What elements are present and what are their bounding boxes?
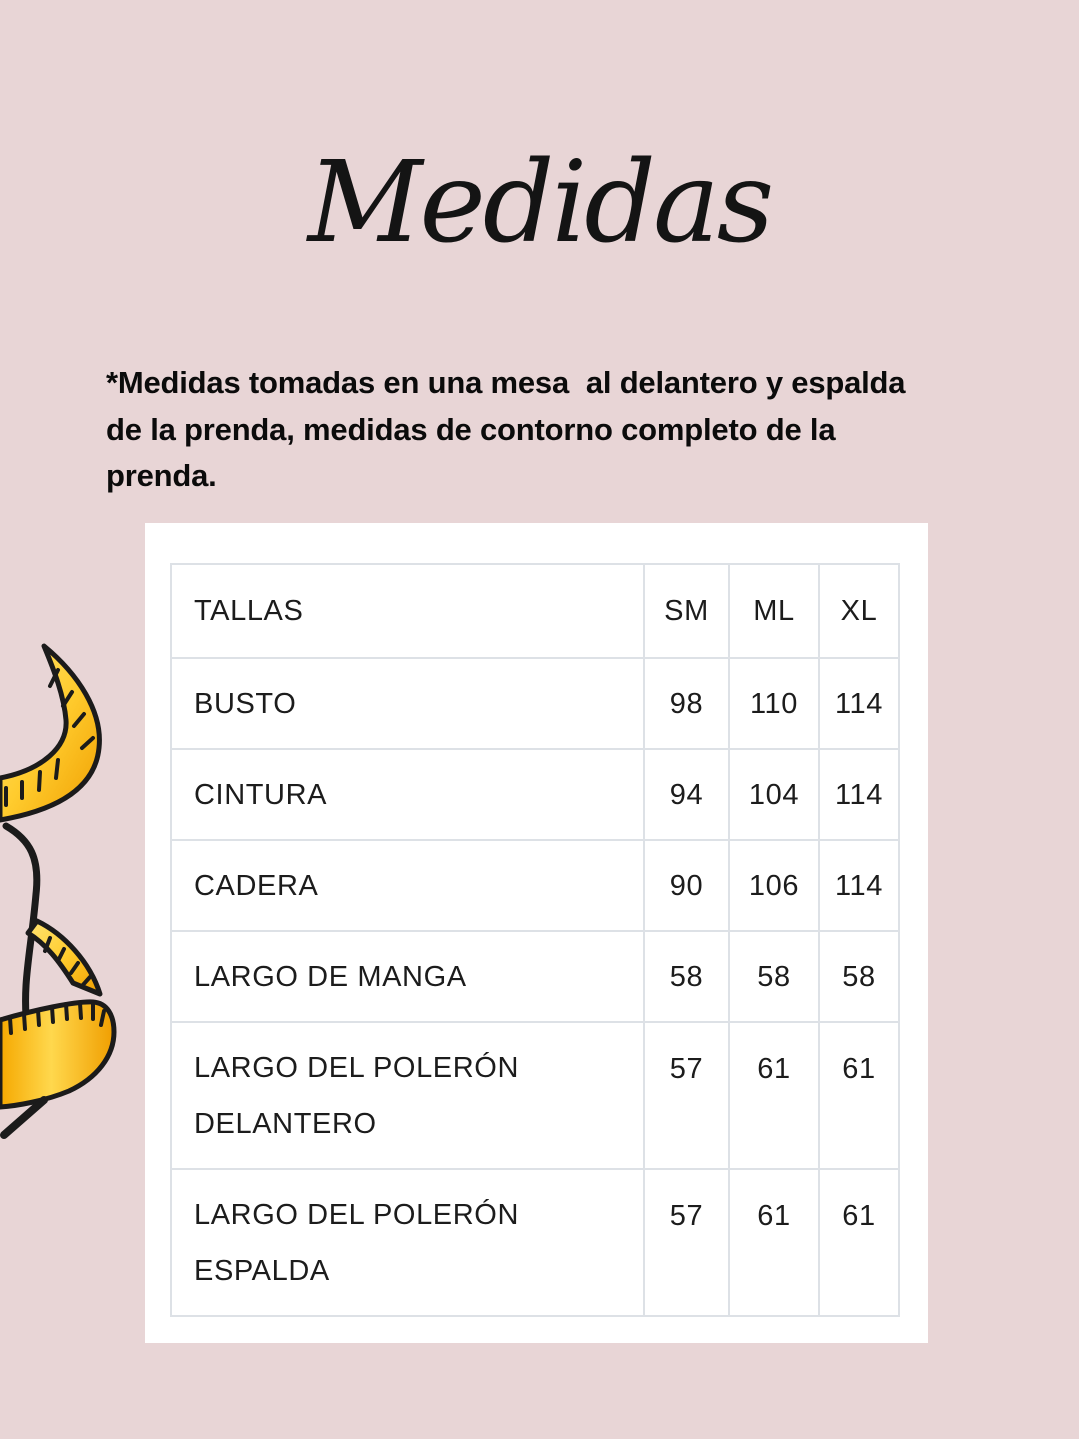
header-tallas: TALLAS — [170, 563, 645, 659]
table-header-row: TALLAS SM ML XL — [170, 563, 900, 659]
row-value: 94 — [643, 748, 730, 841]
row-value: 114 — [818, 657, 900, 750]
table-row-largo-poleron-delantero: LARGO DEL POLERÓN DELANTERO 57 61 61 — [170, 1021, 900, 1170]
note-line-2: de la prenda, medidas de contorno comple… — [106, 411, 836, 447]
table-row-busto: BUSTO 98 110 114 — [170, 657, 900, 750]
measurement-note: *Medidas tomadas en una mesa al delanter… — [106, 360, 906, 500]
header-size-xl: XL — [818, 563, 900, 659]
row-label: BUSTO — [170, 657, 645, 750]
row-value: 61 — [818, 1168, 900, 1317]
table-row-cadera: CADERA 90 106 114 — [170, 839, 900, 932]
row-value: 61 — [728, 1021, 820, 1170]
size-chart-card: TALLAS SM ML XL BUSTO 98 110 114 CINTURA… — [145, 523, 928, 1343]
table-row-largo-manga: LARGO DE MANGA 58 58 58 — [170, 930, 900, 1023]
row-label: LARGO DE MANGA — [170, 930, 645, 1023]
size-chart-table: TALLAS SM ML XL BUSTO 98 110 114 CINTURA… — [170, 563, 900, 1317]
row-label: CINTURA — [170, 748, 645, 841]
row-value: 57 — [643, 1168, 730, 1317]
row-value: 57 — [643, 1021, 730, 1170]
row-value: 106 — [728, 839, 820, 932]
row-value: 110 — [728, 657, 820, 750]
measuring-tape-icon — [0, 643, 117, 1139]
row-value: 58 — [728, 930, 820, 1023]
row-value: 58 — [818, 930, 900, 1023]
row-value: 98 — [643, 657, 730, 750]
row-value: 61 — [818, 1021, 900, 1170]
row-value: 61 — [728, 1168, 820, 1317]
header-size-sm: SM — [643, 563, 730, 659]
row-value: 90 — [643, 839, 730, 932]
note-line-1: *Medidas tomadas en una mesa al delanter… — [106, 365, 906, 400]
header-size-ml: ML — [728, 563, 820, 659]
row-value: 114 — [818, 839, 900, 932]
row-value: 58 — [643, 930, 730, 1023]
row-label: LARGO DEL POLERÓN DELANTERO — [170, 1021, 645, 1170]
note-line-3: prenda. — [106, 458, 217, 493]
page-title: Medidas — [307, 138, 774, 268]
table-row-largo-poleron-espalda: LARGO DEL POLERÓN ESPALDA 57 61 61 — [170, 1168, 900, 1317]
row-value: 104 — [728, 748, 820, 841]
row-label: LARGO DEL POLERÓN ESPALDA — [170, 1168, 645, 1317]
row-value: 114 — [818, 748, 900, 841]
row-label: CADERA — [170, 839, 645, 932]
table-row-cintura: CINTURA 94 104 114 — [170, 748, 900, 841]
